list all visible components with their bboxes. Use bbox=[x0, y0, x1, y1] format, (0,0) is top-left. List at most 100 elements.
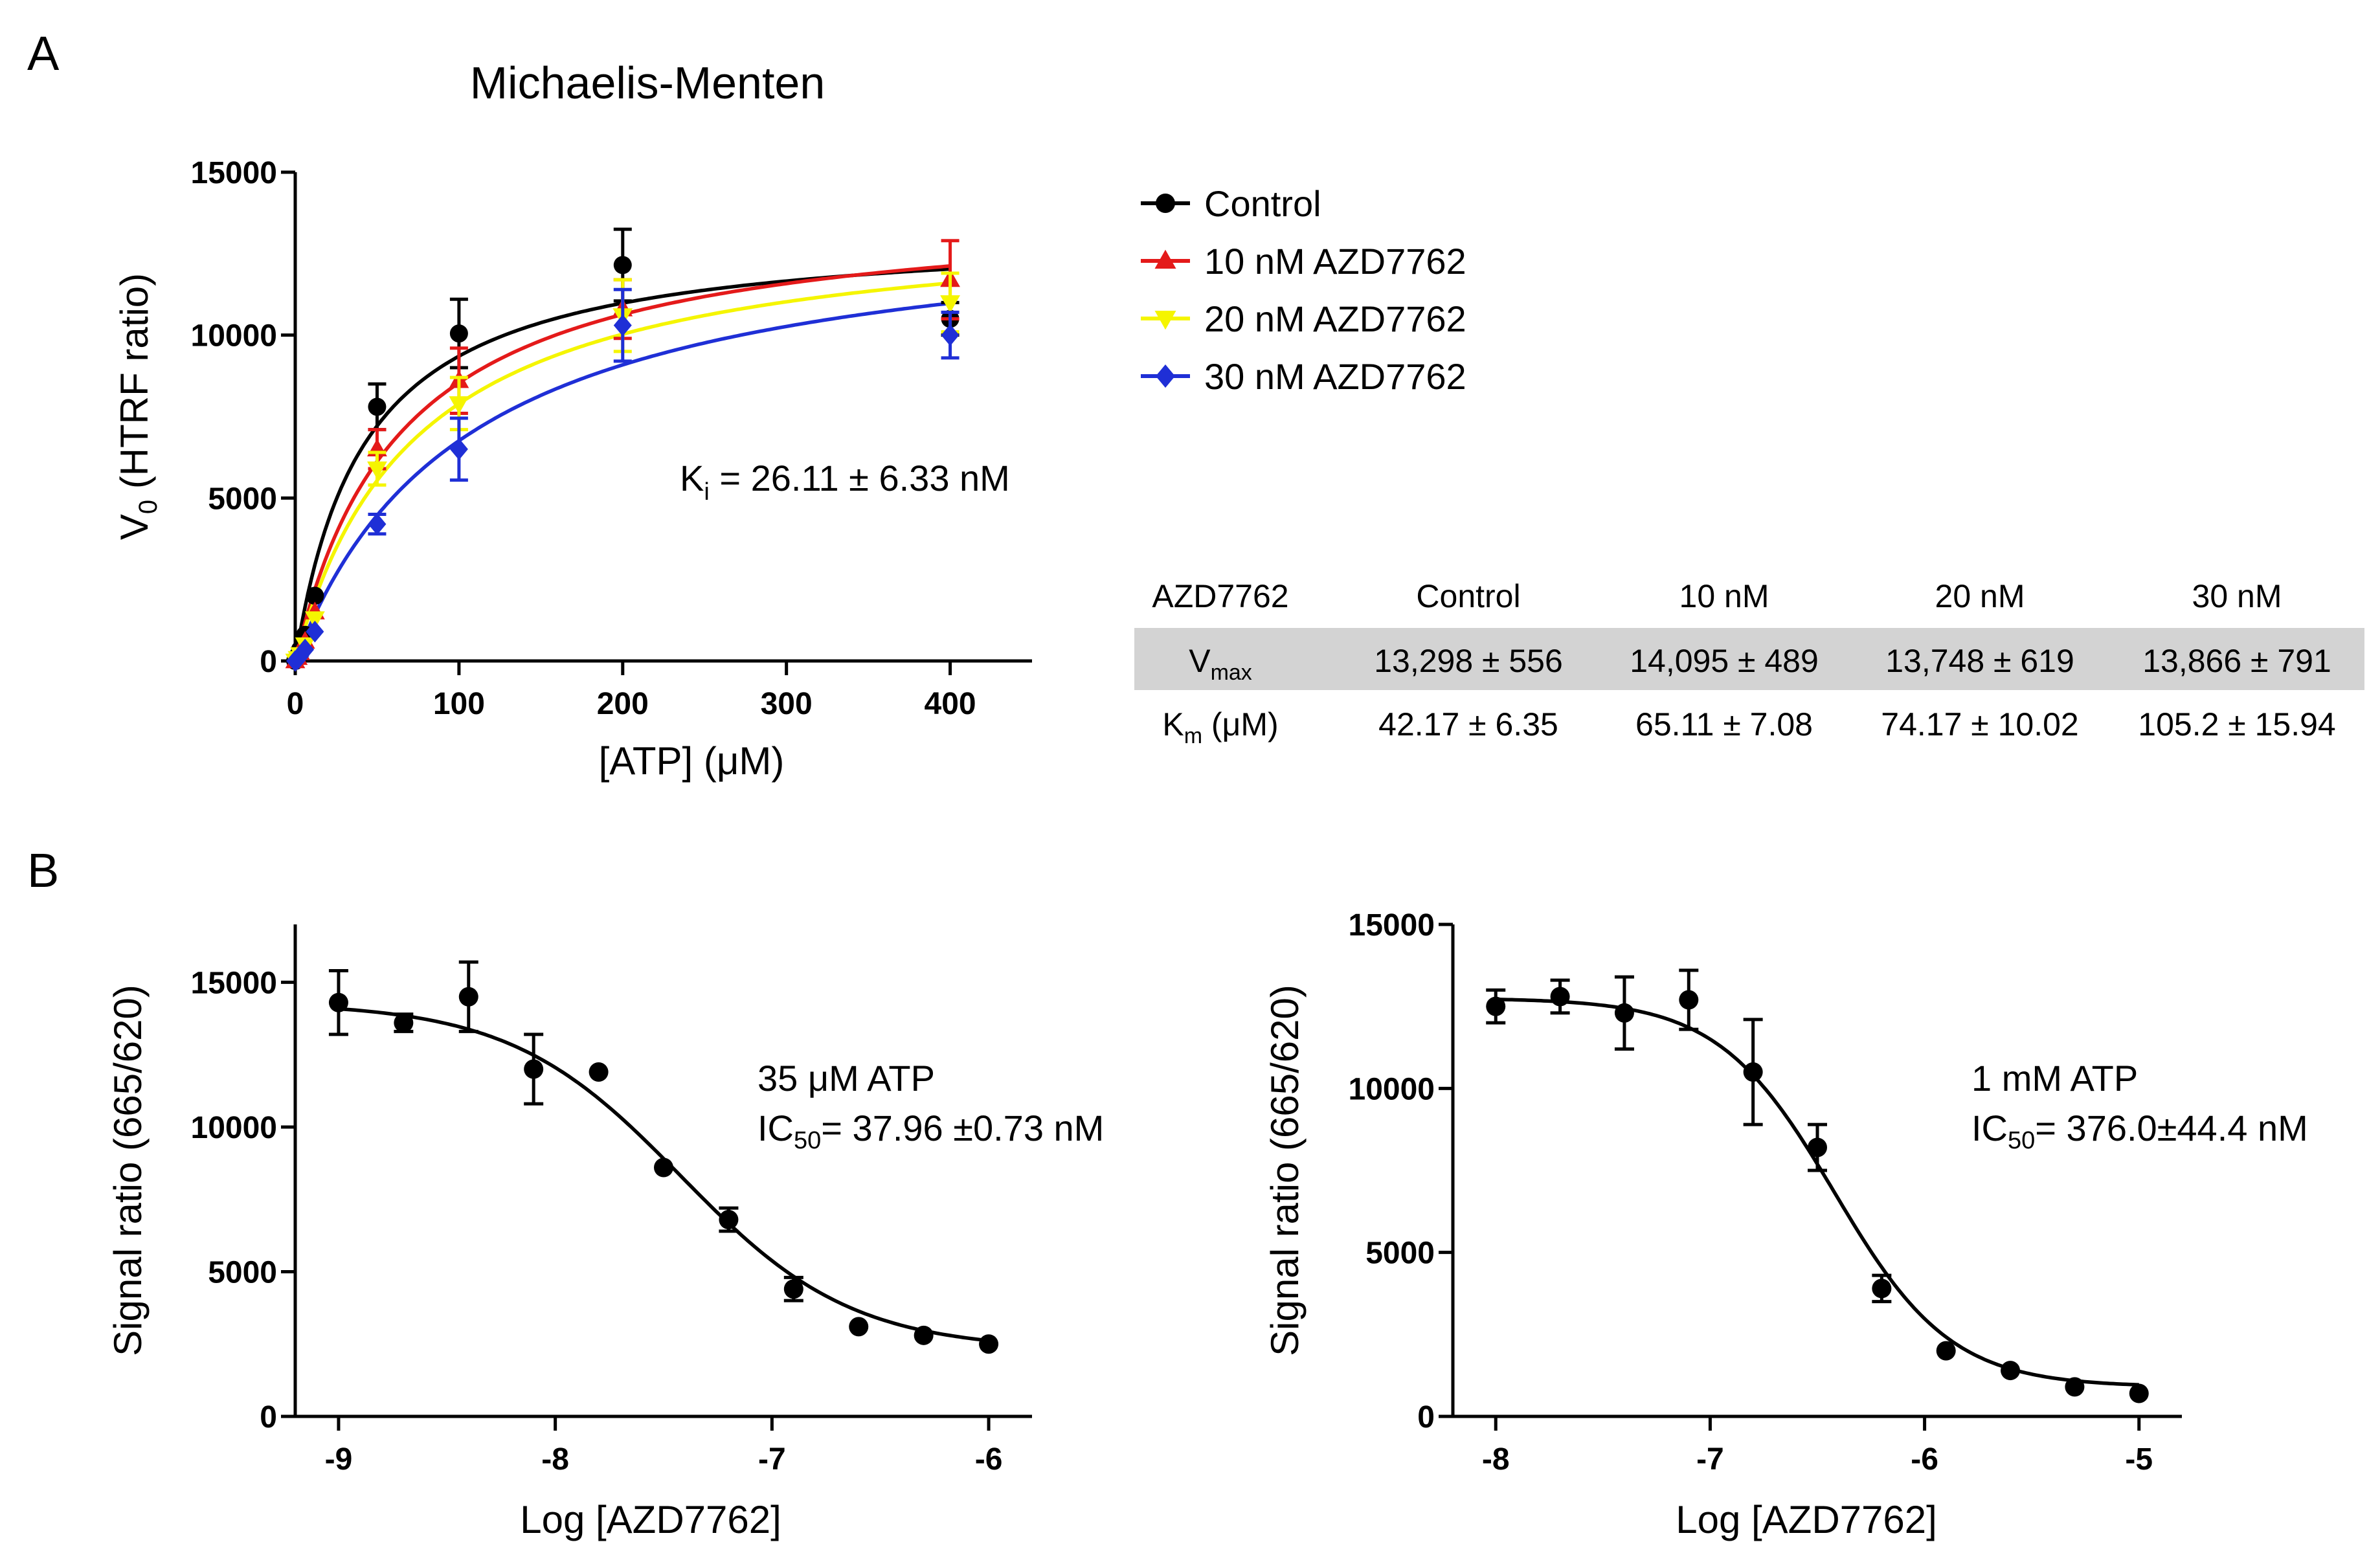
table-cell: 42.17 ± 6.35 bbox=[1378, 706, 1558, 743]
chart-b1-data-point bbox=[524, 1059, 544, 1079]
chart-a-y-tick-label: 5000 bbox=[208, 482, 277, 516]
data-point-series-2 bbox=[367, 461, 387, 480]
data-point-series-0 bbox=[368, 397, 387, 416]
table-header-cell: AZD7762 bbox=[1152, 578, 1288, 614]
chart-b1-data-point bbox=[719, 1210, 739, 1229]
kinetics-table: AZD7762 Control 10 nM 20 nM 30 nM Vmax 13,298 … bbox=[1134, 578, 2364, 748]
chart-b2-data-point bbox=[1743, 1062, 1763, 1082]
table-cell: 13,748 ± 619 bbox=[1885, 643, 2074, 679]
panel-a-label: A bbox=[27, 27, 60, 80]
chart-a-x-tick-label: 0 bbox=[287, 687, 304, 721]
chart-b1-data-point bbox=[979, 1334, 999, 1354]
chart-b2-annotation-atp: 1 mM ATP bbox=[1971, 1058, 2138, 1099]
data-point-series-2 bbox=[304, 611, 325, 629]
chart-b1-data-point bbox=[783, 1279, 803, 1299]
chart-a-x-tick-label: 100 bbox=[433, 687, 485, 721]
chart-b1-data-point bbox=[654, 1157, 673, 1178]
chart-b1-x-tick-label: -6 bbox=[975, 1442, 1003, 1477]
legend-label-series-0: Control bbox=[1204, 183, 1321, 224]
chart-a-x-tick-label: 300 bbox=[761, 687, 813, 721]
chart-b2-y-tick-label: 10000 bbox=[1349, 1072, 1435, 1106]
legend-marker-series-2 bbox=[1154, 311, 1176, 330]
chart-b1-x-tick-label: -7 bbox=[758, 1442, 786, 1477]
data-point-series-3 bbox=[368, 513, 387, 535]
panel-b-label: B bbox=[27, 843, 59, 897]
chart-b2-x-label: Log [AZD7762] bbox=[1676, 1498, 1937, 1541]
data-point-series-0 bbox=[613, 256, 632, 274]
chart-a-title: Michaelis-Menten bbox=[470, 58, 825, 108]
chart-b1-data-point bbox=[589, 1062, 609, 1082]
data-point-series-3 bbox=[449, 438, 468, 460]
chart-a-legend: Control 10 nM AZD7762 20 nM AZD7762 30 nM A… bbox=[1141, 183, 1466, 397]
data-point-series-0 bbox=[306, 586, 324, 605]
table-row-shade bbox=[1134, 628, 2364, 690]
chart-b2-x-tick-label: -7 bbox=[1696, 1442, 1724, 1477]
chart-b2-data-point bbox=[2065, 1377, 2085, 1397]
table-cell: 14,095 ± 489 bbox=[1630, 643, 1819, 679]
data-point-series-2 bbox=[449, 396, 469, 414]
legend-label-series-3: 30 nM AZD7762 bbox=[1204, 356, 1466, 397]
chart-b1-data-point bbox=[849, 1317, 869, 1337]
chart-b2-y-tick-label: 0 bbox=[1417, 1400, 1435, 1435]
chart-b1-data-point bbox=[914, 1325, 934, 1345]
data-point-series-3 bbox=[613, 314, 632, 337]
data-point-series-3 bbox=[306, 620, 324, 643]
ki-annotation: Ki = 26.11 ± 6.33 nM bbox=[680, 458, 1010, 506]
chart-b1-annotation-atp: 35 μM ATP bbox=[758, 1058, 935, 1099]
data-point-series-0 bbox=[449, 324, 468, 343]
table-cell: 74.17 ± 10.02 bbox=[1881, 706, 2078, 743]
table-header-cell: 10 nM bbox=[1679, 578, 1769, 614]
chart-b2-data-point bbox=[2001, 1361, 2021, 1381]
chart-b1-x-label: Log [AZD7762] bbox=[520, 1498, 781, 1541]
chart-a-x-tick-label: 200 bbox=[597, 687, 649, 721]
chart-b2-y-label: Signal ratio (665/620) bbox=[1263, 985, 1307, 1356]
table-cell: 105.2 ± 15.94 bbox=[2138, 706, 2335, 743]
chart-b2-x-tick-label: -5 bbox=[2125, 1442, 2153, 1477]
chart-b1-x-tick-label: -8 bbox=[541, 1442, 569, 1477]
chart-b2-data-point bbox=[1550, 987, 1570, 1007]
chart-b2-data-point bbox=[2129, 1383, 2149, 1403]
chart-b2-data-point bbox=[1614, 1003, 1634, 1023]
chart-b1-y-tick-label: 0 bbox=[260, 1400, 277, 1435]
chart-b1-y-label: Signal ratio (665/620) bbox=[106, 985, 150, 1356]
chart-b1-y-tick-label: 15000 bbox=[191, 966, 277, 1000]
chart-b1-y-tick-label: 10000 bbox=[191, 1111, 277, 1145]
table-cell: 65.11 ± 7.08 bbox=[1635, 706, 1813, 743]
michaelis-menten-chart: Michaelis-Menten 0 100 200 300 400 0 5000 10000… bbox=[113, 58, 1032, 783]
chart-a-y-label: V0 (HTRF ratio) bbox=[113, 273, 163, 540]
data-point-series-3 bbox=[296, 638, 315, 661]
data-point-series-3 bbox=[941, 324, 960, 346]
fit-curve-series-3 bbox=[293, 301, 950, 662]
chart-a-y-tick-label: 10000 bbox=[191, 319, 277, 353]
table-row-label: Vmax bbox=[1189, 643, 1252, 685]
table-cell: 13,866 ± 791 bbox=[2142, 643, 2331, 679]
chart-a-x-label: [ATP] (μM) bbox=[599, 739, 785, 783]
legend-marker-series-0 bbox=[1156, 194, 1175, 213]
chart-a-x-tick-label: 400 bbox=[925, 687, 976, 721]
ic50-chart-35uM: -9 -8 -7 -6 0 5000 10000 15000 Log [AZD7762] Si… bbox=[106, 924, 1104, 1541]
table-header-cell: Control bbox=[1416, 578, 1520, 614]
legend-label-series-1: 10 nM AZD7762 bbox=[1204, 241, 1466, 282]
chart-b1-data-point bbox=[394, 1013, 414, 1033]
chart-b2-data-point bbox=[1486, 996, 1506, 1016]
data-point-series-2 bbox=[940, 295, 960, 313]
chart-b2-x-tick-label: -8 bbox=[1482, 1442, 1510, 1477]
legend-marker-series-3 bbox=[1156, 364, 1175, 388]
chart-a-y-tick-label: 0 bbox=[260, 645, 277, 679]
chart-b2-data-point bbox=[1808, 1137, 1827, 1157]
table-header-cell: 20 nM bbox=[1935, 578, 2025, 614]
chart-b2-annotation-ic50: IC50= 376.0±44.4 nM bbox=[1971, 1108, 2308, 1154]
table-row-label: Km (μM) bbox=[1162, 706, 1278, 748]
chart-b1-data-point bbox=[458, 987, 478, 1007]
chart-b1-x-tick-label: -9 bbox=[325, 1442, 353, 1477]
chart-a-y-tick-label: 15000 bbox=[191, 156, 277, 190]
legend-label-series-2: 20 nM AZD7762 bbox=[1204, 298, 1466, 339]
chart-b2-data-point bbox=[1679, 990, 1699, 1010]
table-cell: 13,298 ± 556 bbox=[1374, 643, 1563, 679]
chart-b2-y-tick-label: 15000 bbox=[1349, 908, 1435, 943]
chart-b1-data-point bbox=[328, 992, 348, 1012]
chart-b2-x-tick-label: -6 bbox=[1911, 1442, 1938, 1477]
legend-marker-series-1 bbox=[1154, 249, 1176, 269]
chart-b2-data-point bbox=[1936, 1341, 1956, 1361]
